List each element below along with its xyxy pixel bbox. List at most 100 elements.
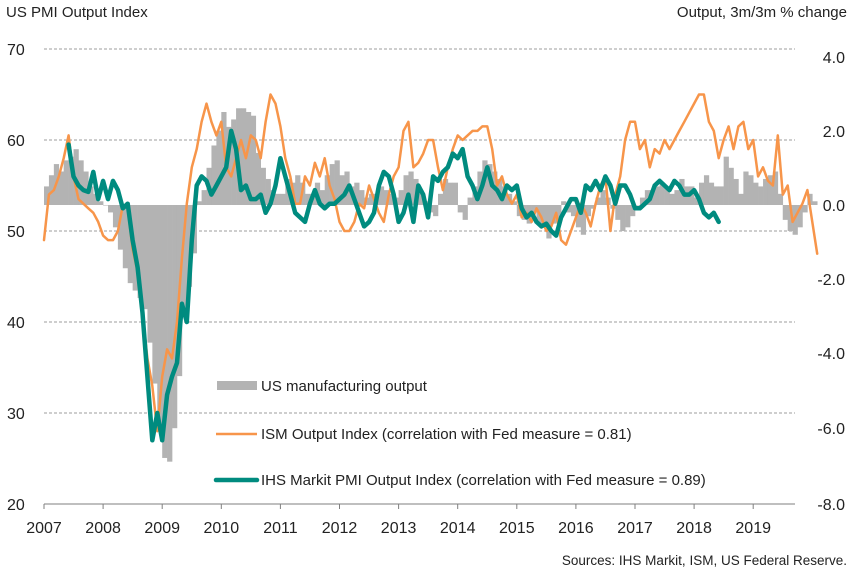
bar (112, 205, 119, 228)
bar (167, 205, 173, 462)
y-left-tick-label: 50 (7, 224, 25, 241)
x-tick-label: 2016 (558, 520, 594, 537)
bar (295, 175, 301, 205)
bar (58, 171, 64, 205)
y-right-tick-label: -4.0 (817, 346, 845, 363)
bar (48, 175, 55, 205)
bar (255, 152, 261, 205)
bar (127, 205, 133, 284)
bar (782, 205, 788, 220)
bar (157, 205, 163, 425)
bar (511, 201, 518, 205)
bar (408, 171, 414, 205)
bar (152, 205, 158, 384)
bar (319, 190, 326, 205)
bar (639, 197, 646, 205)
bar (787, 205, 793, 232)
bar (117, 205, 124, 250)
bar (777, 193, 784, 205)
bar (280, 193, 286, 205)
bar (566, 205, 572, 213)
bar (457, 205, 463, 213)
bar (546, 205, 552, 239)
bar (324, 175, 330, 205)
bar (369, 193, 375, 205)
bar (812, 201, 818, 205)
bar (250, 115, 257, 205)
legend-label-pmi: IHS Markit PMI Output Index (correlation… (261, 472, 706, 489)
bar (447, 182, 454, 205)
bar (733, 178, 739, 205)
bar (753, 182, 759, 205)
bar (575, 205, 582, 228)
bar (63, 160, 69, 205)
bar (265, 178, 271, 205)
bar (93, 193, 99, 205)
bar (275, 193, 281, 205)
legend-label-ism: ISM Output Index (correlation with Fed m… (261, 426, 632, 443)
bar (103, 205, 109, 206)
bar (708, 182, 715, 205)
bar (241, 108, 247, 205)
y-left-tick-label: 20 (7, 497, 25, 514)
bar (718, 186, 724, 205)
x-tick-label: 2018 (676, 520, 712, 537)
bar (334, 160, 340, 205)
y-right-tick-label: -2.0 (817, 272, 845, 289)
bar (354, 182, 360, 205)
bar (635, 205, 641, 206)
bar (108, 205, 114, 213)
bar (172, 205, 178, 429)
bar (418, 190, 424, 205)
x-tick-label: 2011 (263, 520, 298, 537)
ihs-markit-pmi-output-index-line (66, 128, 721, 443)
bar (664, 186, 670, 205)
bar (398, 190, 404, 205)
bar (147, 205, 153, 343)
bar (245, 112, 252, 205)
bar (44, 186, 50, 205)
bar (654, 186, 660, 205)
x-tick-label: 2013 (381, 520, 417, 537)
y-left-tick-label: 70 (7, 42, 25, 59)
bar (452, 182, 458, 205)
bar (211, 145, 217, 205)
bar (88, 186, 94, 205)
bar (556, 205, 562, 220)
bar (600, 190, 606, 205)
bar (580, 205, 587, 235)
bar (462, 205, 468, 220)
x-tick-label: 2012 (322, 520, 358, 537)
x-tick-label: 2007 (26, 520, 62, 537)
bar (630, 205, 636, 217)
x-tick-label: 2019 (735, 520, 771, 537)
bar (467, 197, 473, 205)
bar (758, 186, 764, 205)
bar (388, 193, 394, 205)
bar (590, 205, 596, 209)
bar (723, 156, 729, 205)
bar (713, 186, 720, 205)
bar (359, 190, 365, 205)
bar (68, 156, 74, 205)
bar (305, 193, 311, 205)
bar (98, 201, 104, 205)
bar (625, 205, 631, 228)
axes: 70 60 50 40 30 20 4.0 2.0 0.0 -2.0 -4.0 -6.0 -8.0 200… (7, 42, 845, 537)
line-series (42, 93, 819, 443)
bar (694, 197, 700, 205)
ism-output-index-line (42, 93, 819, 433)
bar (659, 182, 665, 205)
bar (772, 171, 779, 205)
x-tick-label: 2009 (144, 520, 180, 537)
bar (763, 178, 769, 205)
bar (83, 171, 89, 205)
source-note: Sources: IHS Markit, ISM, US Federal Res… (561, 553, 847, 568)
bar (674, 190, 680, 205)
bar (531, 205, 537, 213)
bar (142, 205, 148, 310)
bar (615, 205, 621, 220)
y-right-tick-label: 4.0 (823, 50, 845, 67)
x-tick-label: 2010 (204, 520, 240, 537)
y-left-tick-label: 40 (7, 315, 25, 332)
